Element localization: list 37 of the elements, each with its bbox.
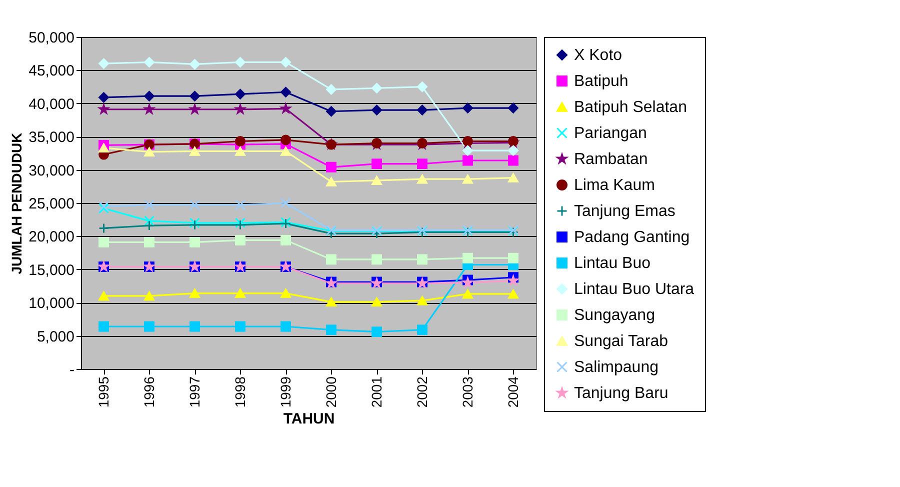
legend-label: Lintau Buo Utara (574, 281, 694, 298)
y-tick-label: 35,000 (28, 129, 74, 146)
x-tick-label: 2004 (504, 376, 521, 408)
y-tick-label: 10,000 (28, 295, 74, 312)
x-tick-label: 1999 (277, 376, 294, 408)
x-tick-label: 2003 (459, 376, 476, 408)
legend-label: Tanjung Emas (574, 203, 676, 220)
legend-label: Padang Ganting (574, 229, 690, 246)
legend-label: Batipuh (574, 73, 628, 90)
legend-label: Tanjung Baru (574, 385, 668, 402)
y-tick-label: 25,000 (28, 196, 74, 212)
x-tick-label: 2000 (322, 376, 339, 408)
y-tick-label: 45,000 (28, 62, 74, 80)
y-tick-label: 5,000 (36, 328, 74, 346)
legend-label: Salimpaung (574, 359, 658, 376)
legend-label: Lima Kaum (574, 177, 655, 194)
legend-label: Lintau Buo (574, 255, 651, 272)
x-tick-label: 1996 (140, 376, 157, 408)
y-tick-label: 50,000 (28, 30, 74, 46)
x-axis-title: TAHUN (283, 410, 335, 428)
x-tick-label: 1995 (95, 376, 112, 408)
y-tick-label: 40,000 (28, 96, 74, 113)
legend-label: Sungayang (574, 307, 655, 324)
legend-label: X Koto (574, 47, 622, 64)
y-axis-title: JUMLAH PENDUDUK (8, 132, 25, 274)
x-tick-label: 2001 (368, 376, 384, 408)
y-tick-label: 20,000 (28, 228, 74, 246)
y-tick-label: 30,000 (28, 162, 74, 180)
y-tick-label: - (70, 362, 74, 378)
x-tick-label: 1998 (232, 376, 248, 408)
y-tick-label: 15,000 (28, 262, 74, 279)
legend-label: Rambatan (574, 151, 648, 168)
x-tick-label: 2002 (414, 376, 430, 408)
x-tick-label: 1997 (186, 376, 202, 408)
legend-label: Sungai Tarab (574, 333, 668, 350)
legend-label: Pariangan (574, 125, 647, 142)
legend-label: Batipuh Selatan (574, 99, 687, 116)
